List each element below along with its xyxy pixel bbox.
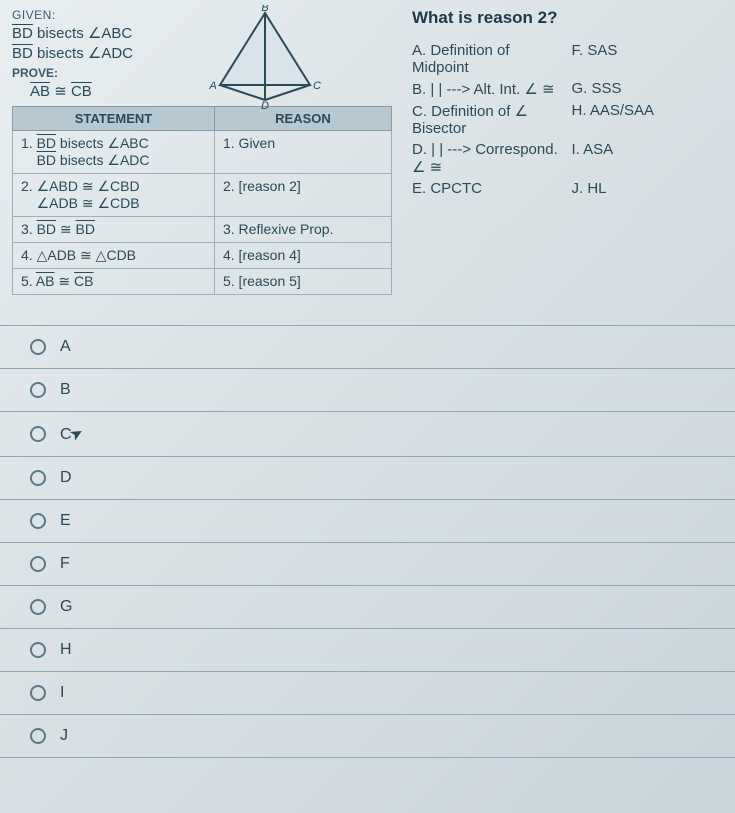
choice-f: F. SAS — [572, 42, 724, 76]
answer-option-j[interactable]: J — [0, 715, 735, 758]
choice-e: E. CPCTC — [412, 180, 564, 197]
choice-j: J. HL — [572, 180, 724, 197]
answer-label: A — [60, 338, 71, 356]
answer-label: D — [60, 469, 72, 487]
svg-text:D: D — [261, 100, 269, 110]
radio-icon — [30, 556, 46, 572]
question-title: What is reason 2? — [412, 8, 723, 28]
choice-b: B. | | ---> Alt. Int. ∠ ≅ — [412, 80, 564, 98]
problem-header: GIVEN: BD bisects ABC BD bisects ADC PRO… — [0, 0, 735, 295]
radio-icon — [30, 599, 46, 615]
answer-label: E — [60, 512, 71, 530]
radio-icon — [30, 426, 46, 442]
choices-grid: A. Definition of Midpoint F. SAS B. | | … — [412, 42, 723, 197]
radio-icon — [30, 513, 46, 529]
choice-h: H. AAS/SAA — [572, 102, 724, 137]
answer-label: G — [60, 598, 72, 616]
table-row: 1. BD bisects ABC BD bisects ADC 1. Give… — [13, 131, 392, 174]
table-row: 2. ABD CBD ADB CDB 2. [reason 2] — [13, 174, 392, 217]
answer-label: F — [60, 555, 70, 573]
radio-icon — [30, 685, 46, 701]
choice-g: G. SSS — [572, 80, 724, 98]
choice-i: I. ASA — [572, 141, 724, 176]
th-reason: REASON — [214, 107, 391, 131]
answer-option-i[interactable]: I — [0, 672, 735, 715]
answer-option-g[interactable]: G — [0, 586, 735, 629]
triangle-diagram: B A C D — [205, 5, 325, 110]
svg-text:B: B — [261, 5, 268, 14]
answer-label: J — [60, 727, 68, 745]
radio-icon — [30, 339, 46, 355]
th-statement: STATEMENT — [13, 107, 215, 131]
radio-icon — [30, 642, 46, 658]
answer-option-f[interactable]: F — [0, 543, 735, 586]
answer-option-c[interactable]: C➤ — [0, 412, 735, 457]
radio-icon — [30, 728, 46, 744]
table-row: 3. BD BD 3. Reflexive Prop. — [13, 217, 392, 243]
svg-text:A: A — [208, 80, 216, 92]
answer-label: H — [60, 641, 72, 659]
choice-c: C. Definition of ∠ Bisector — [412, 102, 564, 137]
answer-option-a[interactable]: A — [0, 326, 735, 369]
choice-a: A. Definition of Midpoint — [412, 42, 564, 76]
answer-option-e[interactable]: E — [0, 500, 735, 543]
answer-list: A B C➤ D E F G H I J — [0, 325, 735, 758]
answer-option-d[interactable]: D — [0, 457, 735, 500]
table-row: 4. ADB CDB 4. [reason 4] — [13, 243, 392, 269]
answer-label: C➤ — [60, 424, 83, 444]
svg-text:C: C — [313, 80, 321, 92]
radio-icon — [30, 382, 46, 398]
answer-option-b[interactable]: B — [0, 369, 735, 412]
answer-option-h[interactable]: H — [0, 629, 735, 672]
radio-icon — [30, 470, 46, 486]
answer-label: I — [60, 684, 64, 702]
answer-label: B — [60, 381, 71, 399]
table-row: 5. AB CB 5. [reason 5] — [13, 269, 392, 295]
proof-table: STATEMENT REASON 1. BD bisects ABC BD bi… — [12, 106, 392, 295]
right-column: What is reason 2? A. Definition of Midpo… — [402, 8, 723, 295]
choice-d: D. | | ---> Correspond. ∠ ≅ — [412, 141, 564, 176]
